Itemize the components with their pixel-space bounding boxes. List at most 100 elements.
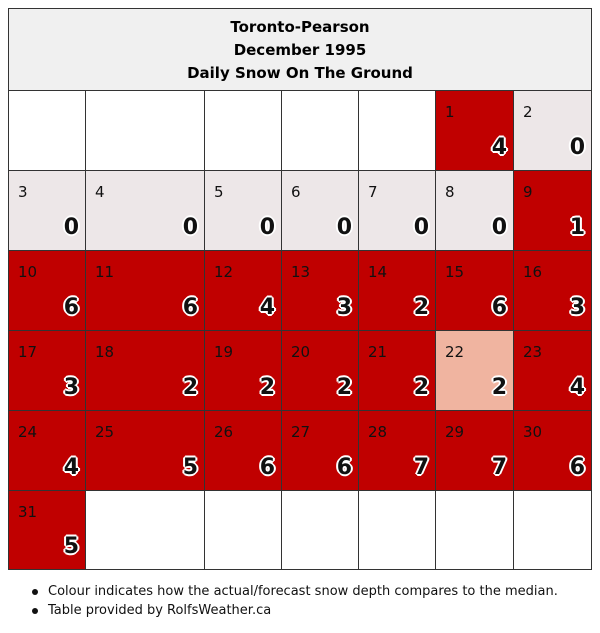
snow-depth-value: 6 xyxy=(182,295,198,320)
note-item: Table provided by RolfsWeather.ca xyxy=(30,602,558,621)
day-number: 15 xyxy=(445,263,465,281)
day-number: 12 xyxy=(214,263,234,281)
day-cell: 15 6 xyxy=(436,251,514,331)
day-cell: 13 3 xyxy=(282,251,359,331)
snow-depth-value: 4 xyxy=(491,135,507,160)
day-cell: 18 2 xyxy=(86,331,205,411)
snow-depth-value: 2 xyxy=(259,375,275,400)
day-cell: 10 6 xyxy=(9,251,86,331)
day-cell: 25 5 xyxy=(86,411,205,491)
snow-depth-value: 6 xyxy=(259,455,275,480)
day-number: 9 xyxy=(523,183,533,201)
snow-depth-value: 3 xyxy=(569,295,585,320)
snow-depth-value: 4 xyxy=(63,455,79,480)
day-number: 25 xyxy=(95,423,115,441)
snow-depth-value: 7 xyxy=(413,455,429,480)
day-number: 18 xyxy=(95,343,115,361)
snow-depth-value: 2 xyxy=(182,375,198,400)
snow-depth-value: 3 xyxy=(63,375,79,400)
day-cell: 29 7 xyxy=(436,411,514,491)
snow-depth-value: 2 xyxy=(413,295,429,320)
day-number: 26 xyxy=(214,423,234,441)
empty-cell xyxy=(205,491,282,569)
day-number: 28 xyxy=(368,423,388,441)
month-title: December 1995 xyxy=(233,41,367,59)
empty-cell xyxy=(205,91,282,171)
snow-depth-value: 6 xyxy=(336,455,352,480)
snow-depth-value: 5 xyxy=(63,534,79,559)
empty-cell xyxy=(436,491,514,569)
snow-depth-value: 4 xyxy=(569,375,585,400)
day-cell: 26 6 xyxy=(205,411,282,491)
day-cell: 28 7 xyxy=(359,411,436,491)
day-number: 23 xyxy=(523,343,543,361)
day-number: 27 xyxy=(291,423,311,441)
snow-depth-value: 2 xyxy=(413,375,429,400)
empty-cell xyxy=(359,491,436,569)
day-cell: 20 2 xyxy=(282,331,359,411)
snow-depth-value: 0 xyxy=(413,215,429,240)
calendar-table: Toronto-Pearson December 1995 Daily Snow… xyxy=(8,8,592,570)
day-cell: 22 2 xyxy=(436,331,514,411)
empty-cell xyxy=(282,91,359,171)
day-cell: 23 4 xyxy=(514,331,591,411)
station-name: Toronto-Pearson xyxy=(230,18,370,36)
snow-depth-value: 0 xyxy=(569,135,585,160)
day-number: 4 xyxy=(95,183,105,201)
table-subtitle: Daily Snow On The Ground xyxy=(187,64,413,82)
empty-cell xyxy=(514,491,591,569)
snow-depth-value: 2 xyxy=(491,375,507,400)
day-number: 1 xyxy=(445,103,455,121)
day-number: 2 xyxy=(523,103,533,121)
empty-cell xyxy=(86,91,205,171)
notes-list: Colour indicates how the actual/forecast… xyxy=(30,583,558,620)
day-number: 22 xyxy=(445,343,465,361)
day-number: 31 xyxy=(18,503,38,521)
day-cell: 19 2 xyxy=(205,331,282,411)
day-cell: 30 6 xyxy=(514,411,591,491)
day-number: 10 xyxy=(18,263,38,281)
day-cell: 17 3 xyxy=(9,331,86,411)
day-number: 29 xyxy=(445,423,465,441)
day-number: 11 xyxy=(95,263,115,281)
day-number: 7 xyxy=(368,183,378,201)
day-number: 30 xyxy=(523,423,543,441)
day-number: 16 xyxy=(523,263,543,281)
note-item: Colour indicates how the actual/forecast… xyxy=(30,583,558,602)
day-number: 21 xyxy=(368,343,388,361)
day-cell: 24 4 xyxy=(9,411,86,491)
snow-depth-value: 5 xyxy=(182,455,198,480)
day-number: 17 xyxy=(18,343,38,361)
snow-depth-value: 0 xyxy=(182,215,198,240)
snow-depth-value: 7 xyxy=(491,455,507,480)
snow-depth-value: 6 xyxy=(491,295,507,320)
day-cell: 16 3 xyxy=(514,251,591,331)
day-cell: 21 2 xyxy=(359,331,436,411)
day-cell: 27 6 xyxy=(282,411,359,491)
day-cell: 31 5 xyxy=(9,491,86,569)
snow-depth-value: 2 xyxy=(336,375,352,400)
day-number: 20 xyxy=(291,343,311,361)
snow-depth-value: 0 xyxy=(259,215,275,240)
day-number: 24 xyxy=(18,423,38,441)
snow-depth-value: 6 xyxy=(63,295,79,320)
calendar-header: Toronto-Pearson December 1995 Daily Snow… xyxy=(9,9,591,91)
day-number: 19 xyxy=(214,343,234,361)
empty-cell xyxy=(9,91,86,171)
empty-cell xyxy=(282,491,359,569)
calendar-grid: 1 4 2 0 3 0 4 0 5 0 6 0 7 0 8 0 9 1 10 6 11 6 12 4 13 3 14 2 15 6 16 3 1… xyxy=(9,91,591,569)
day-number: 5 xyxy=(214,183,224,201)
day-number: 14 xyxy=(368,263,388,281)
day-cell: 11 6 xyxy=(86,251,205,331)
day-number: 13 xyxy=(291,263,311,281)
day-cell: 12 4 xyxy=(205,251,282,331)
snow-depth-value: 3 xyxy=(336,295,352,320)
day-number: 8 xyxy=(445,183,455,201)
